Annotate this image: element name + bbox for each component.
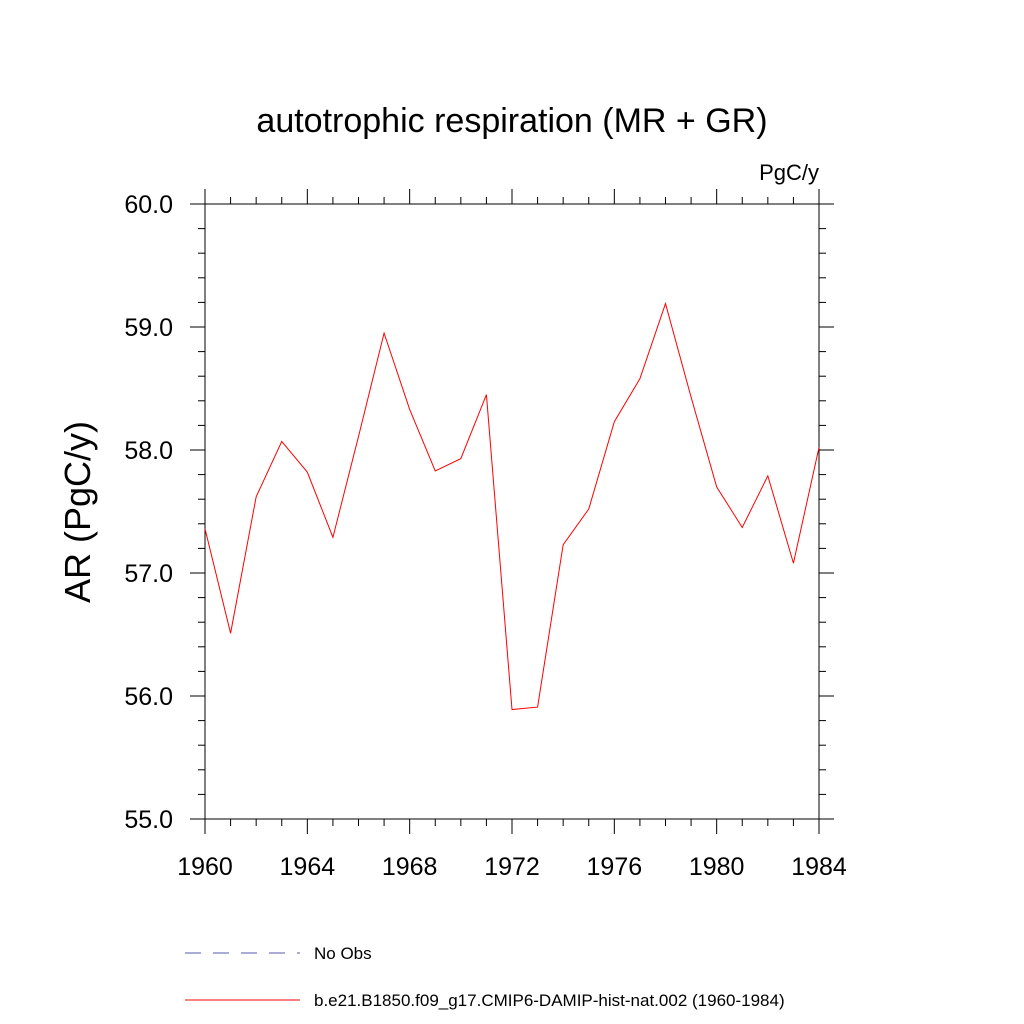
y-tick-label: 59.0 (124, 314, 173, 342)
chart-title: autotrophic respiration (MR + GR) (256, 102, 767, 140)
y-axis-label: AR (PgC/y) (57, 421, 98, 603)
axis-ticks (190, 189, 834, 834)
y-tick-label: 58.0 (124, 437, 173, 465)
x-tick-label: 1968 (382, 853, 438, 881)
y-tick-label: 60.0 (124, 191, 173, 219)
x-tick-label: 1972 (484, 853, 540, 881)
x-tick-label: 1980 (689, 853, 745, 881)
y-tick-label: 56.0 (124, 683, 173, 711)
legend: No Obs b.e21.B1850.f09_g17.CMIP6-DAMIP-h… (185, 944, 785, 1010)
plot-frame (204, 203, 820, 820)
legend-label-no-obs: No Obs (314, 944, 372, 963)
legend-label-model: b.e21.B1850.f09_g17.CMIP6-DAMIP-hist-nat… (314, 991, 785, 1010)
x-tick-labels: 1960 1964 1968 1972 1976 1980 1984 (177, 853, 847, 881)
x-tick-label: 1984 (791, 853, 847, 881)
units-label: PgC/y (759, 160, 819, 185)
x-tick-label: 1976 (587, 853, 643, 881)
x-tick-label: 1964 (280, 853, 336, 881)
y-tick-labels: 55.0 56.0 57.0 58.0 59.0 60.0 (124, 191, 173, 834)
series-line (204, 301, 820, 711)
y-tick-label: 55.0 (124, 806, 173, 834)
x-tick-label: 1960 (177, 853, 233, 881)
y-tick-label: 57.0 (124, 560, 173, 588)
series-layer (204, 301, 820, 711)
